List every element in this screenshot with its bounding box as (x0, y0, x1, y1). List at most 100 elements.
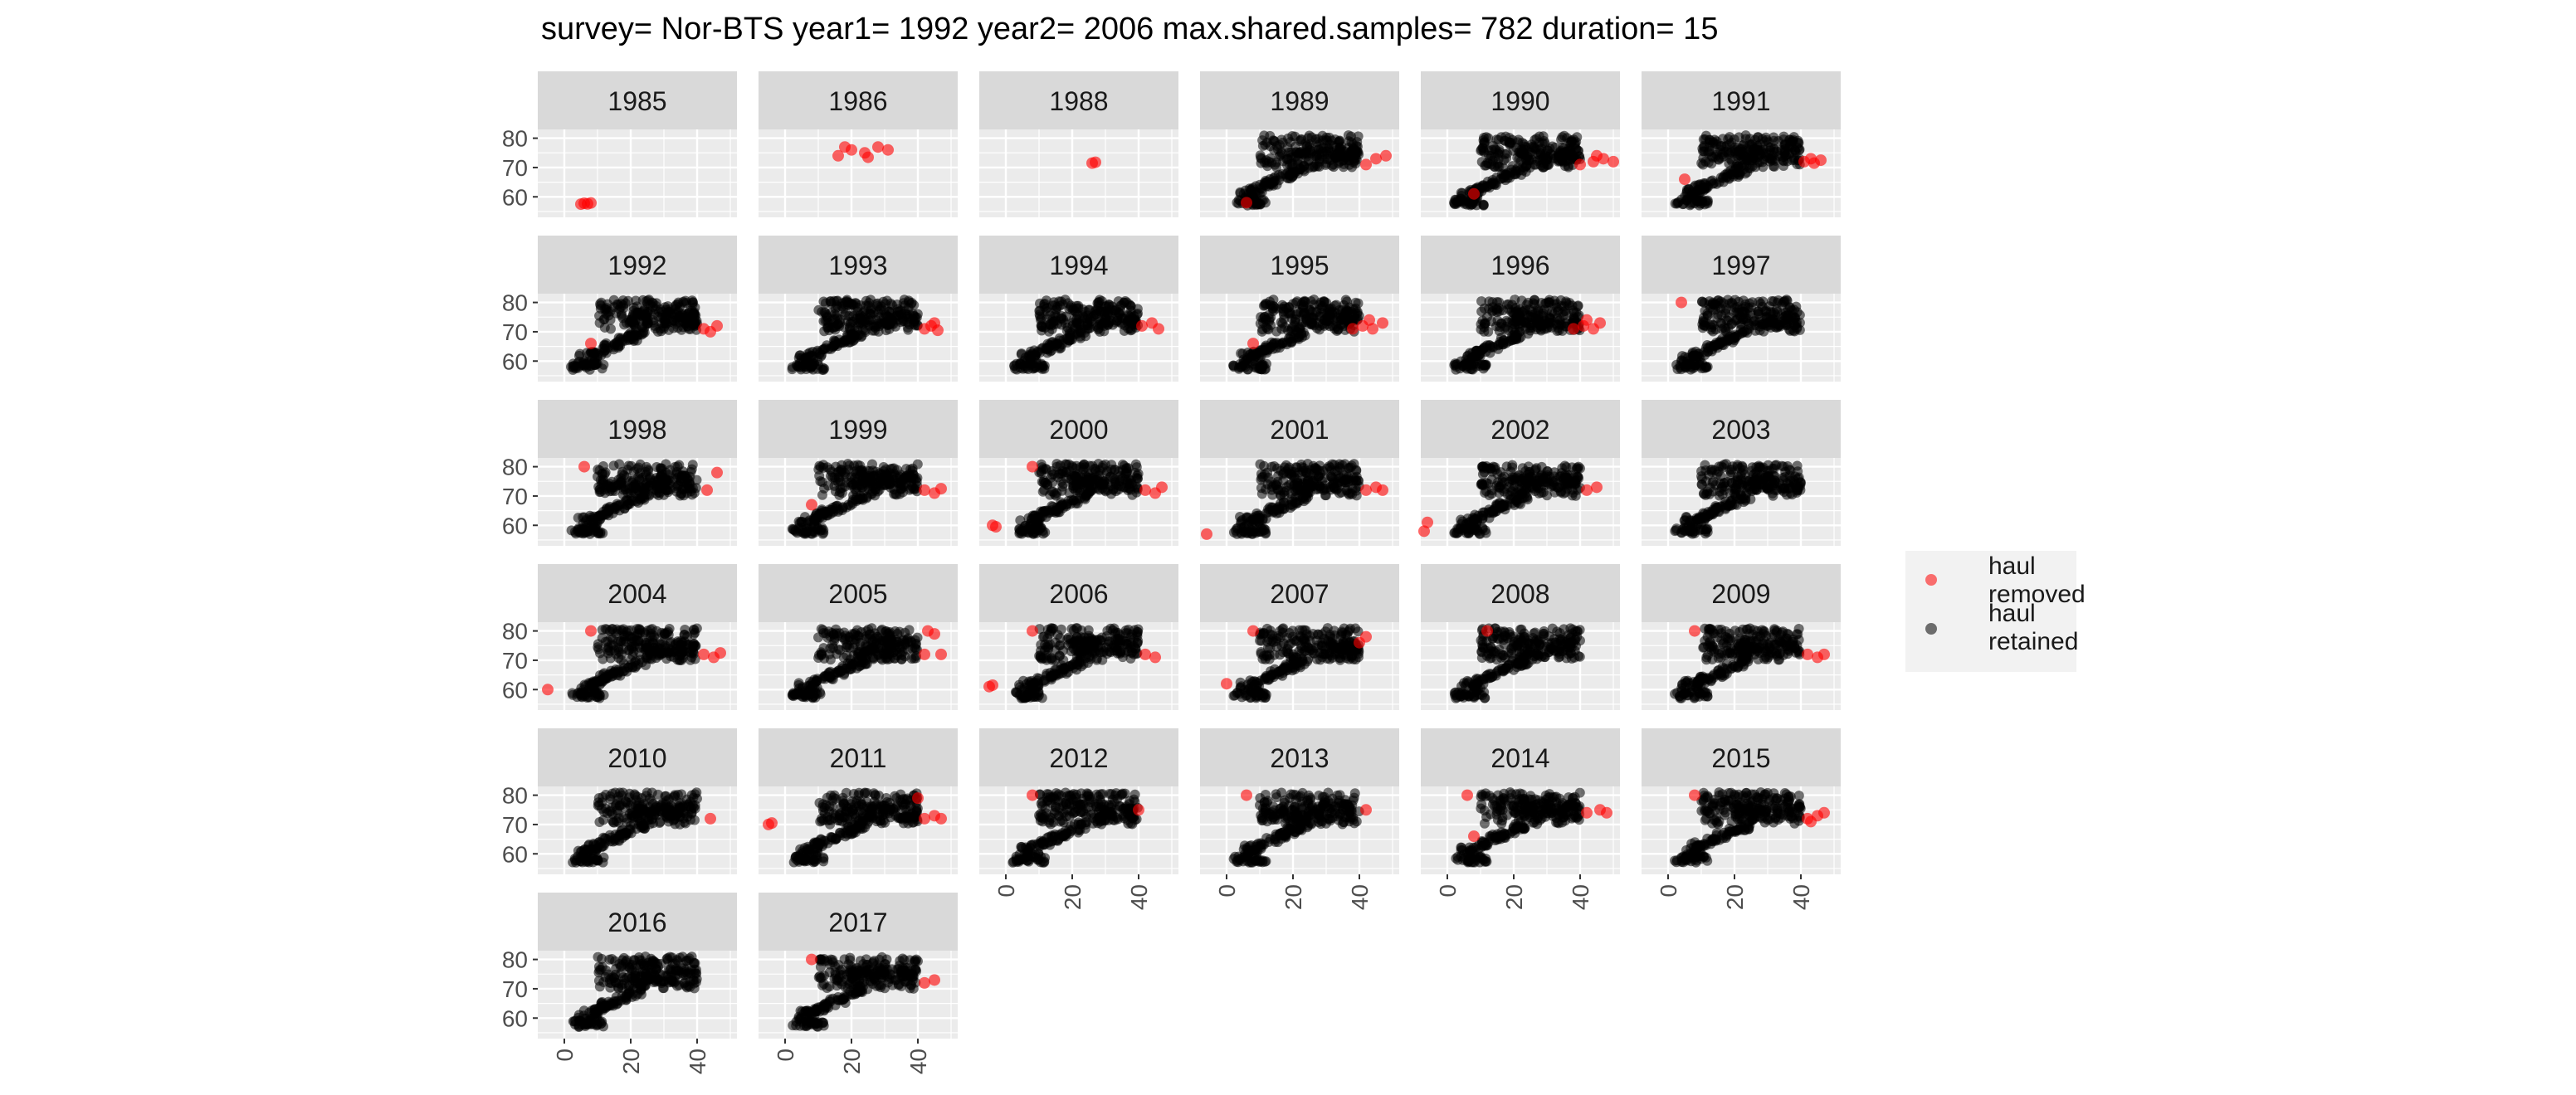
retained-point (1045, 489, 1056, 500)
y-tick-label: 70 (502, 319, 528, 345)
retained-point (1015, 515, 1026, 526)
retained-point (1781, 294, 1792, 305)
retained-point (1741, 313, 1752, 324)
retained-point (1105, 471, 1116, 482)
retained-point (905, 470, 915, 481)
retained-point (1304, 130, 1315, 141)
retained-point (1321, 297, 1332, 308)
retained-point (822, 312, 833, 323)
retained-point (1282, 142, 1293, 153)
retained-point (1795, 479, 1806, 489)
facet-panel-1988: 1988 (979, 71, 1178, 217)
retained-point (1757, 134, 1768, 144)
facet-panel-1996: 1996 (1421, 236, 1620, 382)
retained-point (1567, 462, 1578, 473)
retained-point (816, 351, 827, 362)
retained-point (578, 687, 589, 698)
facet-strip-label: 1990 (1490, 86, 1549, 116)
retained-point (1334, 135, 1345, 146)
retained-point (1690, 180, 1700, 191)
retained-point (1353, 131, 1364, 142)
retained-point (1708, 297, 1719, 308)
removed-point (711, 319, 723, 332)
retained-point (1764, 479, 1774, 490)
retained-point (1725, 467, 1736, 478)
retained-point (1092, 298, 1103, 309)
facet-panel-1995: 1995 (1200, 236, 1399, 382)
removed-point (1090, 156, 1101, 168)
retained-point (1126, 478, 1137, 489)
removed-point (839, 141, 851, 153)
retained-point (594, 310, 605, 321)
retained-point (1569, 134, 1579, 145)
retained-point (1336, 477, 1347, 488)
retained-point (1516, 169, 1527, 180)
retained-point (817, 364, 827, 375)
retained-point (585, 515, 596, 526)
retained-point (1696, 158, 1707, 168)
retained-point (1328, 314, 1339, 325)
retained-point (687, 460, 698, 470)
retained-point (1311, 306, 1322, 317)
facet-strip (979, 71, 1178, 129)
retained-point (1255, 459, 1266, 470)
retained-point (1486, 485, 1497, 496)
retained-point (679, 470, 690, 481)
retained-point (608, 460, 619, 471)
facet-panel-2001: 2001 (1200, 400, 1399, 546)
retained-point (813, 464, 824, 474)
retained-point (1710, 324, 1721, 335)
removed-point (578, 460, 590, 473)
removed-point (1676, 296, 1687, 309)
retained-point (1754, 296, 1764, 307)
retained-point (1714, 461, 1725, 472)
retained-point (1056, 476, 1066, 487)
retained-point (642, 464, 653, 474)
retained-point (1764, 142, 1774, 153)
retained-point (594, 465, 605, 476)
facet-panel-2003: 2003 (1642, 400, 1841, 546)
removed-point (711, 466, 723, 479)
retained-point (1251, 513, 1261, 524)
retained-point (807, 351, 817, 362)
retained-point (1045, 343, 1056, 354)
retained-point (1046, 324, 1057, 334)
y-tick-label: 70 (502, 484, 528, 509)
facet-strip-label: 2002 (1490, 415, 1549, 445)
retained-point (660, 311, 671, 322)
retained-point (1571, 474, 1582, 485)
retained-point (1553, 483, 1564, 494)
retained-point (1479, 343, 1490, 353)
facet-strip (759, 71, 958, 129)
removed-point (1608, 155, 1619, 168)
retained-point (1722, 294, 1733, 305)
plot-area (979, 129, 1178, 217)
retained-point (1747, 462, 1758, 473)
retained-point (1696, 471, 1707, 482)
retained-point (588, 347, 599, 358)
retained-point (1559, 130, 1569, 141)
retained-point (651, 298, 662, 309)
retained-point (1276, 465, 1286, 476)
removed-point (862, 151, 874, 163)
retained-point (1479, 147, 1490, 158)
retained-point (1489, 161, 1500, 172)
facet-strip (1642, 71, 1841, 129)
retained-point (817, 489, 827, 500)
retained-point (1235, 512, 1246, 523)
retained-point (656, 463, 666, 474)
retained-point (1082, 310, 1093, 321)
removed-point (872, 141, 884, 153)
retained-point (1285, 173, 1295, 184)
retained-point (573, 513, 583, 523)
removed-point (1679, 173, 1690, 186)
retained-point (1071, 314, 1082, 324)
retained-point (836, 466, 846, 477)
retained-point (1478, 200, 1489, 211)
retained-point (1476, 319, 1486, 329)
removed-point (585, 197, 597, 209)
removed-point (1377, 484, 1388, 496)
retained-point (1084, 470, 1095, 481)
